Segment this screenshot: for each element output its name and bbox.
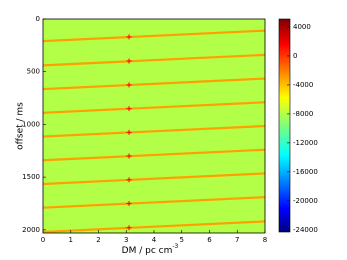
ridge [42,124,266,138]
marker [126,58,132,64]
x-tick-label: 3 [124,236,128,244]
ridge [42,172,266,186]
y-tick-label: 500 [27,68,40,76]
ridge [42,29,266,43]
colorbar-tick-label: 0 [293,52,297,60]
marker [126,153,132,159]
y-tick-label: 0 [36,15,40,23]
ridge [42,148,266,162]
colorbar-tick-label: -20000 [293,197,318,205]
colorbar-tick-label: -16000 [293,168,318,176]
colorbar-tick-label: 4000 [293,23,311,31]
colorbar-tick-label: -4000 [293,81,313,89]
marker [126,34,132,40]
x-axis-label: DM / pc cm-3 [122,243,179,256]
marker [126,200,132,206]
x-tick-label: 5 [180,236,184,244]
ridge [42,77,266,91]
ridge [42,53,266,67]
x-tick-label: 6 [207,236,212,244]
colorbar [278,18,291,233]
marker [126,82,132,88]
y-axis-label: offset / ms [16,102,26,150]
x-tick-label: 8 [263,236,267,244]
x-tick-label: 7 [235,236,239,244]
ridge [42,101,266,114]
marker [126,177,132,183]
colorbar-tick-label: -24000 [293,226,318,234]
x-axis-label-main: DM / pc cm [122,246,173,256]
marker [126,225,132,231]
x-tick-label: 0 [41,236,45,244]
heatmap-background [43,19,265,233]
y-tick-label: 1000 [22,120,40,128]
marker [126,129,132,135]
ridge [42,196,266,209]
y-tick-label: 1500 [22,173,40,181]
ridge [42,220,266,234]
x-tick-label: 2 [96,236,100,244]
x-axis-label-superscript: -3 [172,243,178,250]
y-tick-label: 2000 [22,226,40,234]
x-tick-label: 1 [69,236,73,244]
colorbar-tick-label: -8000 [293,110,313,118]
x-tick-label: 4 [152,236,157,244]
colorbar-tick-label: -12000 [293,139,318,147]
marker [126,106,132,112]
